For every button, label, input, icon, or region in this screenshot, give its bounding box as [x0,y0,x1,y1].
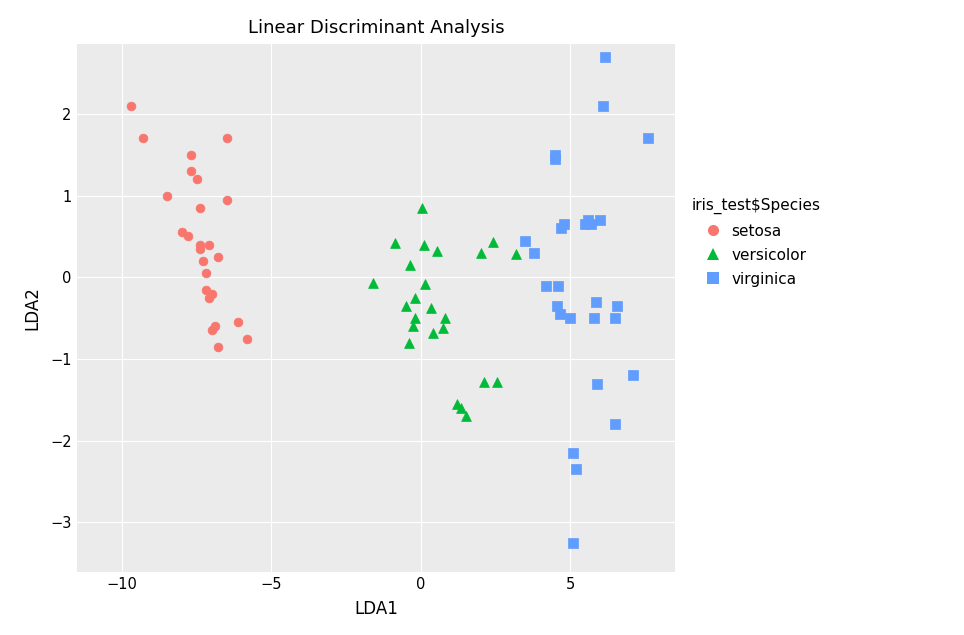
Point [476,377,492,387]
Point [453,403,469,413]
Point [577,219,593,229]
Point [201,239,216,250]
Point [425,328,441,338]
Point [201,293,216,303]
Point [549,301,565,311]
Point [204,325,220,335]
Title: Linear Discriminant Analysis: Linear Discriminant Analysis [248,19,504,37]
Point [219,194,234,204]
Point [403,260,418,270]
Point [548,154,563,164]
Point [207,321,223,331]
Point [626,370,641,380]
Point [436,323,451,333]
Point [210,342,226,352]
Point [566,538,581,548]
Point [406,321,421,331]
Point [415,203,430,213]
Point [174,227,189,237]
Point [423,304,439,314]
Point [580,215,596,225]
Point [183,150,199,160]
Point [192,203,207,213]
Point [526,248,542,258]
Point [198,268,213,278]
Legend: setosa, versicolor, virginica: setosa, versicolor, virginica [692,198,821,287]
Point [607,419,623,429]
Point [407,313,422,323]
Point [180,231,196,241]
Point [596,101,611,111]
Point [592,215,608,225]
Point [589,378,604,389]
Point [539,281,554,291]
Point [548,150,563,160]
Point [230,318,246,328]
Point [458,411,473,422]
Point [398,301,414,311]
Point [198,284,213,295]
Point [365,278,381,288]
Point [485,237,500,247]
Point [401,338,416,348]
Point [490,377,505,387]
Point [640,133,656,144]
Point [417,279,433,289]
Point [556,219,572,229]
Point [569,464,584,474]
Point [159,190,174,201]
Point [219,133,234,144]
Point [550,281,566,291]
Point [407,293,422,303]
Point [204,288,220,298]
Point [430,246,445,257]
Point [607,313,623,323]
Point [553,224,569,234]
Point [183,166,199,176]
Point [583,219,599,229]
Point [189,174,204,184]
Point [123,101,139,111]
Point [192,239,207,250]
Point [195,256,210,266]
Point [609,301,625,311]
Point [416,239,432,250]
X-axis label: LDA1: LDA1 [354,600,398,618]
Point [472,248,488,258]
Point [597,51,612,62]
Point [509,250,524,260]
Point [240,333,255,344]
Y-axis label: LDA2: LDA2 [23,286,41,330]
Point [518,236,533,246]
Point [449,399,465,409]
Point [437,313,452,323]
Point [135,133,150,144]
Point [192,244,207,254]
Point [388,238,403,248]
Point [552,309,568,319]
Point [566,448,581,458]
Point [210,252,226,262]
Point [563,313,578,323]
Point [586,313,602,323]
Point [588,297,603,307]
